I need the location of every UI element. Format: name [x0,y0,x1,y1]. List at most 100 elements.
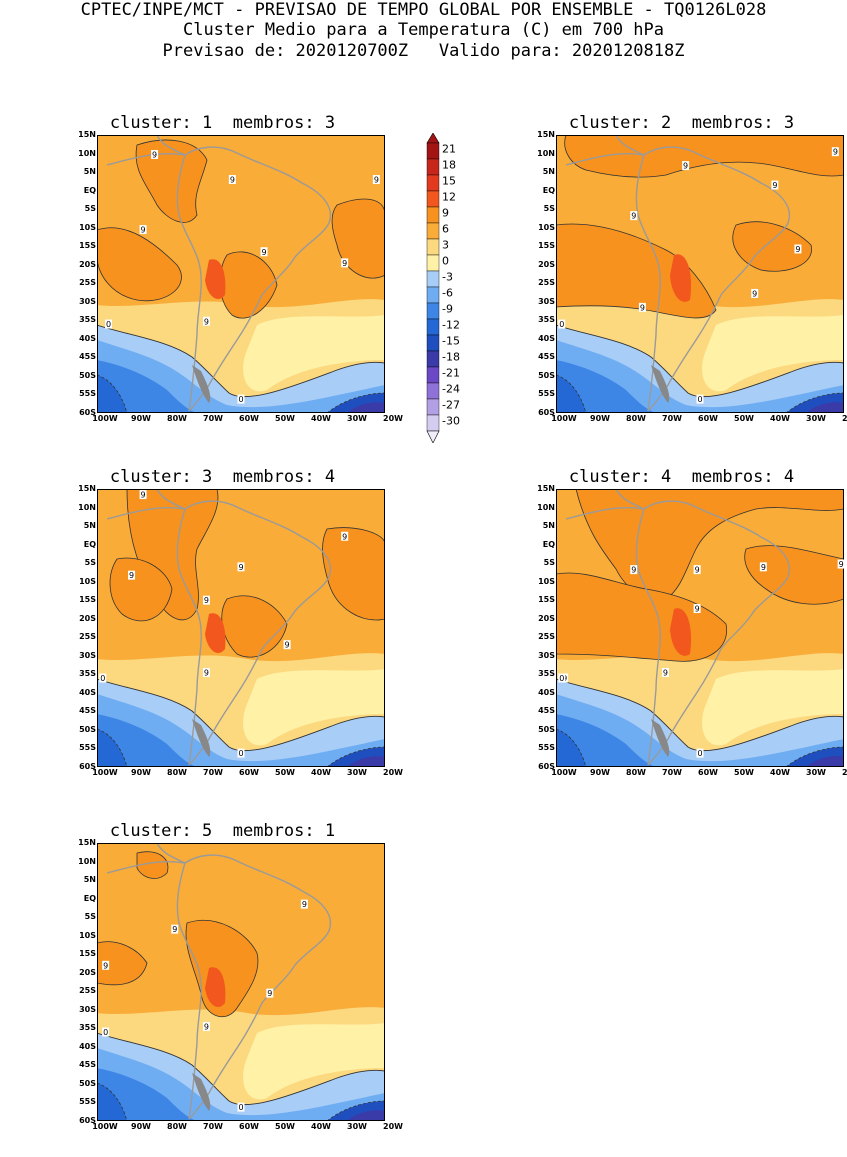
legend-swatch [426,254,440,272]
latitude-label: 15S [79,241,96,251]
legend-label: -18 [442,350,460,364]
warm-region [564,135,844,178]
svg-text:9: 9 [631,212,636,221]
legend-label: 15 [442,174,456,188]
latitude-label: EQ [83,539,96,549]
warm-region [97,941,148,986]
longitude-label: 60W [698,768,718,777]
contour-label: 9 [237,562,245,572]
latitude-label: 5N [83,167,96,177]
contour-label: 9 [202,595,210,605]
latitude-label: 10N [537,502,555,512]
patagonia-terrain [192,1073,211,1111]
legend-swatch [426,398,440,416]
longitude-label: 90W [590,414,610,423]
legend-swatch [426,414,440,432]
latitude-label: EQ [542,185,555,195]
warm-region [322,527,385,621]
cluster-1-title: cluster: 1 membros: 3 [109,113,336,133]
cluster-4-panel: cluster: 4 membros: 4 99999990015N10N5NE… [519,467,847,787]
latitude-label: 15N [537,130,555,139]
longitude-label: 60W [239,414,259,423]
temperature-band [97,375,127,413]
latitude-label: 25S [79,986,96,996]
svg-text:9: 9 [204,1022,209,1031]
warm-region [331,198,385,279]
latitude-label: 30S [79,1004,96,1014]
longitude-label: 20W [842,768,847,777]
coastline [106,135,186,166]
legend-label: -27 [442,398,460,412]
latitude-label: 45S [538,706,555,716]
latitude-label: 45S [79,706,96,716]
coastline [635,146,791,412]
latitude-label: 10S [79,576,96,586]
latitude-label: 45S [538,352,555,362]
longitude-label: 90W [131,768,151,777]
legend-label: -6 [442,286,453,300]
hot-core [205,259,226,300]
latitude-label: 5S [84,912,96,922]
svg-text:9: 9 [663,668,668,677]
hot-core [205,613,226,654]
svg-text:9: 9 [761,563,766,572]
negative-contour [97,374,385,413]
contour-label: 9 [128,570,136,580]
zero-contour [556,678,844,752]
zero-contour [97,324,385,398]
latitude-label: 15S [538,241,555,251]
contour-label: 9 [139,225,147,235]
temperature-map: 9 9 9 9 9 0 0 [97,843,385,1121]
color-legend: 21 18 15 12 9 6 3 0 -3 -6 -9 -12 -15 -18 -21 -24 -27 -30 [426,133,476,443]
legend-label: 3 [442,238,449,252]
temperature-band [702,669,844,746]
latitude-label: 5N [83,875,96,885]
legend-swatch [426,350,440,368]
latitude-label: 5S [84,558,96,568]
latitude-label: 60S [79,1116,96,1125]
latitude-label: 10N [78,148,96,158]
svg-text:9: 9 [302,900,307,909]
longitude-label: 50W [734,768,754,777]
temperature-band [347,756,385,767]
svg-text:9: 9 [374,175,379,184]
longitude-label: 100W [551,768,577,777]
legend-swatch [426,206,440,224]
longitude-label: 100W [92,768,118,777]
svg-text:9: 9 [640,303,645,312]
longitude-label: 20W [383,414,403,423]
contour-label: 9 [228,174,236,184]
patagonia-terrain [651,365,670,403]
longitude-label: 70W [203,768,223,777]
coastline [635,500,791,766]
latitude-label: 40S [538,333,555,343]
patagonia-terrain [192,365,211,403]
longitude-label: 90W [131,414,151,423]
temperature-band [347,402,385,413]
legend-swatch [426,222,440,240]
longitude-label: 90W [590,768,610,777]
svg-text:0: 0 [559,320,564,329]
temperature-map: 9 9 9 9 9 9 9 0 0 [556,135,844,413]
coastline [106,843,186,874]
svg-text:9: 9 [267,989,272,998]
coastline [176,500,332,766]
svg-text:0: 0 [238,395,243,404]
legend-arrow-bottom [426,430,440,443]
legend-label: -9 [442,302,453,316]
contour-label: 9 [682,161,690,171]
temperature-band [702,315,844,392]
hot-core [205,967,226,1008]
longitude-label: 20W [842,414,847,423]
latitude-label: 10N [537,148,555,158]
latitude-label: 30S [538,296,555,306]
latitude-label: 5N [542,167,555,177]
temperature-map: 9 9 9 9 9 9 9 0 0 [97,135,385,413]
temperature-band [347,1110,385,1121]
svg-text:9: 9 [172,925,177,934]
zero-contour [97,1032,385,1106]
legend-swatch [426,238,440,256]
svg-text:9: 9 [141,226,146,235]
latitude-label: 50S [79,724,96,734]
longitude-label: 80W [626,414,646,423]
